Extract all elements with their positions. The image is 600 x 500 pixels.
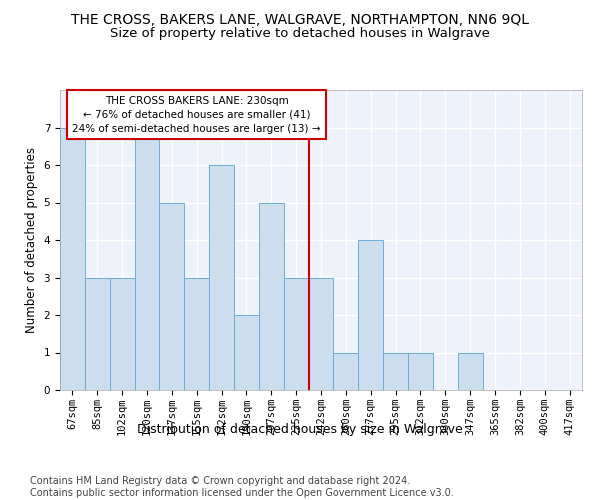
- Bar: [383, 352, 408, 390]
- Bar: [60, 128, 85, 390]
- Text: THE CROSS BAKERS LANE: 230sqm
← 76% of detached houses are smaller (41)
24% of s: THE CROSS BAKERS LANE: 230sqm ← 76% of d…: [73, 96, 321, 134]
- Bar: [110, 278, 134, 390]
- Bar: [259, 202, 284, 390]
- Text: Size of property relative to detached houses in Walgrave: Size of property relative to detached ho…: [110, 28, 490, 40]
- Bar: [209, 165, 234, 390]
- Bar: [334, 352, 358, 390]
- Bar: [160, 202, 184, 390]
- Bar: [234, 315, 259, 390]
- Bar: [308, 278, 334, 390]
- Bar: [134, 128, 160, 390]
- Bar: [358, 240, 383, 390]
- Text: Contains HM Land Registry data © Crown copyright and database right 2024.
Contai: Contains HM Land Registry data © Crown c…: [30, 476, 454, 498]
- Bar: [408, 352, 433, 390]
- Bar: [284, 278, 308, 390]
- Bar: [184, 278, 209, 390]
- Text: THE CROSS, BAKERS LANE, WALGRAVE, NORTHAMPTON, NN6 9QL: THE CROSS, BAKERS LANE, WALGRAVE, NORTHA…: [71, 12, 529, 26]
- Text: Distribution of detached houses by size in Walgrave: Distribution of detached houses by size …: [137, 422, 463, 436]
- Bar: [458, 352, 482, 390]
- Y-axis label: Number of detached properties: Number of detached properties: [25, 147, 38, 333]
- Bar: [85, 278, 110, 390]
